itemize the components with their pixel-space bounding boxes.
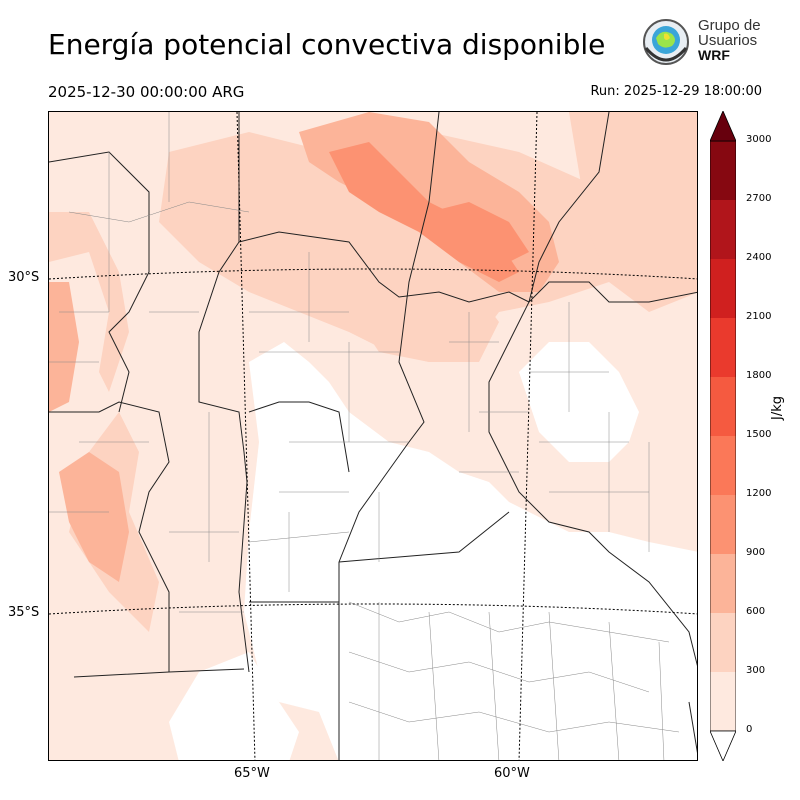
- cape-zero-area-center: [244, 342, 697, 760]
- colorbar-tick-label: 1800: [746, 370, 772, 381]
- colorbar-extend-max: [710, 111, 736, 142]
- run-time: Run: 2025-12-29 18:00:00: [590, 84, 762, 99]
- logo-line-3: WRF: [698, 47, 730, 63]
- colorbar-unit: J/kg: [770, 396, 785, 420]
- map-panel: [48, 111, 698, 761]
- graticule: [49, 112, 697, 760]
- wrf-logo: Grupo de Usuarios WRF: [638, 14, 768, 72]
- lat-label-35s: 35°S: [8, 605, 40, 620]
- colorbar-tick-label: 1200: [746, 488, 772, 499]
- colorbar-tick-label: 600: [746, 606, 766, 617]
- colorbar-band-4: [710, 436, 736, 495]
- colorbar-tick-label: 2400: [746, 252, 772, 263]
- cape-band-300-600-central: [349, 272, 499, 362]
- colorbar-tick-label: 2700: [746, 193, 772, 204]
- colorbar-extend-min: [710, 730, 736, 761]
- colorbar-band-1: [710, 613, 736, 672]
- colorbar-band-6: [710, 318, 736, 377]
- colorbar-tick-label: 0: [746, 724, 753, 735]
- lon-label-60w: 60°W: [494, 766, 530, 781]
- cape-band-900-1200-east: [429, 202, 529, 262]
- colorbar-band-2: [710, 554, 736, 613]
- chart-title: Energía potencial convectiva disponible: [48, 28, 606, 61]
- colorbar-tick-label: 900: [746, 547, 766, 558]
- cape-map: [49, 112, 697, 760]
- logo-line-2: Usuarios: [698, 32, 758, 49]
- cape-band-600-900-southwest: [59, 452, 129, 582]
- colorbar-tick-label: 2100: [746, 311, 772, 322]
- department-boundaries: [49, 112, 680, 760]
- colorbar-tick-label: 1500: [746, 429, 772, 440]
- colorbar: [710, 111, 736, 761]
- globe-logo-icon: [643, 19, 689, 65]
- colorbar-band-5: [710, 377, 736, 436]
- cape-zero-area-southwest: [169, 652, 299, 760]
- logo-line-1: Grupo de: [698, 17, 761, 34]
- cape-band-900-1200-core: [329, 142, 519, 282]
- lat-label-30s: 30°S: [8, 270, 40, 285]
- colorbar-band-3: [710, 495, 736, 554]
- colorbar-band-8: [710, 200, 736, 259]
- province-boundaries: [49, 112, 697, 760]
- lon-label-65w: 65°W: [234, 766, 270, 781]
- cape-band-300-600-north: [159, 132, 639, 362]
- colorbar-band-7: [710, 259, 736, 318]
- cape-band-600-900-west: [49, 282, 79, 412]
- colorbar-tick-label: 300: [746, 665, 766, 676]
- colorbar-band-9: [710, 141, 736, 200]
- colorbar-tick-label: 3000: [746, 134, 772, 145]
- valid-time: 2025-12-30 00:00:00 ARG: [48, 83, 245, 101]
- colorbar-band-0: [710, 672, 736, 731]
